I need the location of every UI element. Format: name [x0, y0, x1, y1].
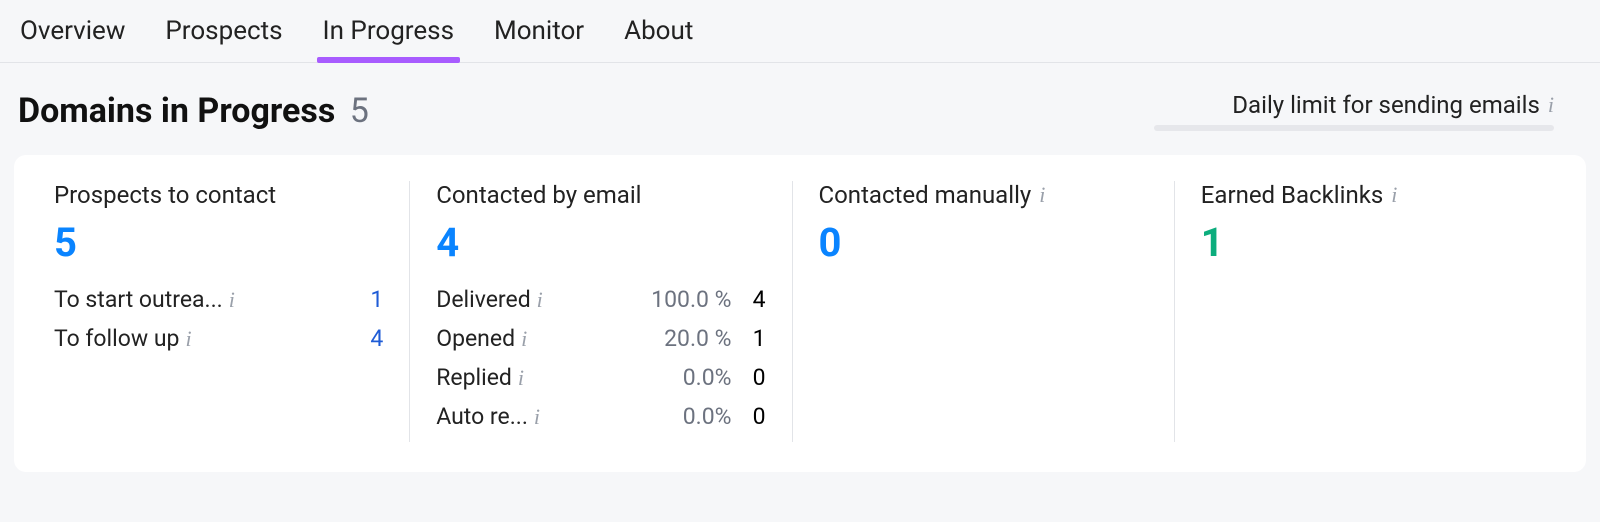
- panel-title: Contacted by email: [436, 181, 765, 209]
- info-icon[interactable]: i: [185, 326, 191, 352]
- tab-label: Monitor: [494, 16, 584, 46]
- tab-overview[interactable]: Overview: [14, 12, 131, 62]
- panel-big-value: 1: [1201, 219, 1530, 266]
- panel-title: Prospects to contact: [54, 181, 383, 209]
- tab-label: Prospects: [165, 16, 282, 46]
- tab-label: Overview: [20, 16, 125, 46]
- page-title-text: Domains in Progress: [18, 91, 335, 131]
- panel-big-value: 0: [819, 219, 1148, 266]
- page-header: Domains in Progress 5 Daily limit for se…: [0, 63, 1600, 155]
- row-value: 0: [746, 403, 766, 430]
- page-title: Domains in Progress 5: [18, 91, 369, 131]
- panel-contacted-by-email: Contacted by email 4 Delivered i 100.0 %…: [409, 181, 791, 442]
- panel-title-text: Prospects to contact: [54, 181, 276, 209]
- info-icon[interactable]: i: [1548, 92, 1554, 118]
- row-label: Replied: [436, 364, 512, 391]
- panel-prospects-to-contact: Prospects to contact 5 To start outrea..…: [44, 181, 409, 442]
- row-replied[interactable]: Replied i 0.0% 0: [436, 364, 765, 391]
- panel-title: Contacted manually i: [819, 181, 1148, 209]
- daily-limit-block: Daily limit for sending emails i: [1154, 91, 1582, 131]
- row-percent: 0.0%: [540, 403, 731, 430]
- stats-card: Prospects to contact 5 To start outrea..…: [14, 155, 1586, 472]
- panel-title: Earned Backlinks i: [1201, 181, 1530, 209]
- tab-in-progress[interactable]: In Progress: [317, 12, 460, 62]
- panel-big-value: 5: [54, 219, 383, 266]
- tab-label: About: [624, 16, 693, 46]
- row-value: 0: [746, 364, 766, 391]
- panel-contacted-manually: Contacted manually i 0: [792, 181, 1174, 442]
- row-auto-replied[interactable]: Auto re... i 0.0% 0: [436, 403, 765, 430]
- tab-about[interactable]: About: [618, 12, 699, 62]
- daily-limit-progress-bar: [1154, 125, 1554, 131]
- row-percent: 100.0 %: [543, 286, 732, 313]
- tab-monitor[interactable]: Monitor: [488, 12, 590, 62]
- info-icon[interactable]: i: [1039, 182, 1045, 208]
- row-to-follow-up[interactable]: To follow up i 4: [54, 325, 383, 352]
- row-value: 1: [746, 325, 766, 352]
- row-to-start-outreach[interactable]: To start outrea... i 1: [54, 286, 383, 313]
- panel-title-text: Contacted by email: [436, 181, 641, 209]
- row-label: Delivered: [436, 286, 530, 313]
- panel-title-text: Contacted manually: [819, 181, 1032, 209]
- row-value: 4: [363, 325, 383, 352]
- row-label: Auto re...: [436, 403, 528, 430]
- nav-tabs: Overview Prospects In Progress Monitor A…: [0, 0, 1600, 63]
- row-label: To start outrea...: [54, 286, 223, 313]
- row-label: Opened: [436, 325, 515, 352]
- tab-prospects[interactable]: Prospects: [159, 12, 288, 62]
- daily-limit-text: Daily limit for sending emails: [1232, 91, 1540, 119]
- info-icon[interactable]: i: [229, 287, 235, 313]
- row-value: 1: [363, 286, 383, 313]
- info-icon[interactable]: i: [1391, 182, 1397, 208]
- row-percent: 20.0 %: [527, 325, 731, 352]
- page-title-count: 5: [350, 91, 369, 131]
- row-delivered[interactable]: Delivered i 100.0 % 4: [436, 286, 765, 313]
- row-percent: 0.0%: [524, 364, 731, 391]
- panel-earned-backlinks: Earned Backlinks i 1: [1174, 181, 1556, 442]
- tab-label: In Progress: [323, 16, 454, 46]
- row-value: 4: [746, 286, 766, 313]
- panel-title-text: Earned Backlinks: [1201, 181, 1384, 209]
- daily-limit-label: Daily limit for sending emails i: [1232, 91, 1582, 119]
- row-label: To follow up: [54, 325, 179, 352]
- panel-big-value: 4: [436, 219, 765, 266]
- row-opened[interactable]: Opened i 20.0 % 1: [436, 325, 765, 352]
